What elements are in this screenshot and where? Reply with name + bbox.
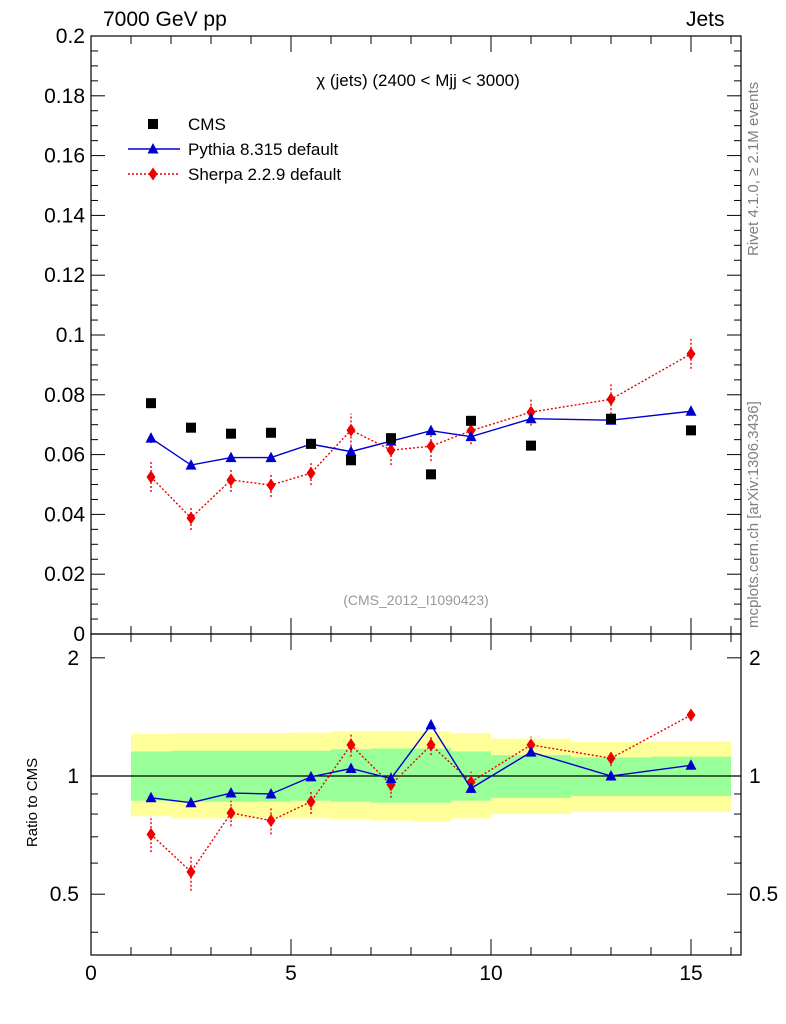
pythia-ratio-point (385, 772, 397, 784)
pythia-point (225, 451, 237, 463)
pythia-point (265, 451, 277, 463)
sherpa-point (266, 478, 276, 492)
y-tick-label: 0.1 (56, 324, 85, 347)
ratio-y-tick-label: 0.5 (50, 883, 79, 906)
legend-pythia-marker (147, 143, 159, 154)
sherpa-ratio-point (266, 814, 276, 828)
sherpa-point (386, 443, 396, 457)
cms-point (606, 413, 616, 424)
pythia-point (685, 405, 697, 416)
legend-cms-label: CMS (188, 115, 226, 134)
pythia-ratio-point (185, 796, 197, 808)
cms-point (426, 469, 436, 480)
legend-pythia-label: Pythia 8.315 default (188, 140, 339, 159)
y-tick-label: 0.04 (44, 503, 85, 526)
cms-point (466, 415, 476, 426)
cms-point (386, 433, 396, 444)
y-tick-label: 0.2 (56, 25, 85, 48)
pythia-point (345, 445, 357, 457)
sherpa-ratio-line (150, 714, 692, 873)
pythia-ratio-point (225, 787, 237, 798)
ratio-y-tick-label: 1 (67, 765, 79, 788)
sherpa-point (346, 423, 356, 437)
ratio-y-tick-label-right: 2 (749, 647, 761, 670)
main-panel: 0 0.02 0.04 0.06 0.08 0.1 0.12 0.14 0.16 0.18 0.2 χ… (44, 25, 742, 646)
sherpa-ratio-point (186, 865, 196, 879)
sherpa-ratio-point (306, 795, 316, 809)
sherpa-ratio-point (426, 738, 436, 752)
pythia-point (525, 412, 537, 424)
legend-cms-marker (148, 119, 158, 129)
header-right: Jets (686, 8, 725, 31)
x-tick-label: 0 (85, 962, 97, 985)
header-left: 7000 GeV pp (103, 8, 227, 31)
ratio-y-tick-label: 2 (67, 647, 79, 670)
y-tick-label: 0.14 (44, 204, 85, 227)
sherpa-point (146, 470, 156, 484)
sherpa-point (526, 405, 536, 419)
pythia-point (185, 459, 197, 470)
cms-point (146, 398, 156, 409)
cms-point (226, 428, 236, 439)
cms-point (686, 425, 696, 436)
y-tick-label: 0.18 (44, 85, 85, 108)
ratio-frame (90, 633, 742, 956)
sherpa-point (606, 392, 616, 406)
ratio-panel: 0 5 10 15 0.5 0.5 1 1 2 2 Ratio to CMS (24, 633, 778, 985)
pythia-ratio-point (265, 787, 277, 799)
cms-point (306, 438, 316, 449)
pythia-ratio-point (345, 762, 357, 774)
chart-title: χ (jets) (2400 < Mjj < 3000) (316, 71, 520, 90)
pythia-ratio-line (150, 723, 692, 804)
y-tick-label: 0.08 (44, 384, 85, 407)
y-tick-label: 0.02 (44, 563, 85, 586)
pythia-ratio-point (305, 770, 317, 782)
sherpa-line (150, 353, 692, 519)
sherpa-point (226, 473, 236, 487)
pythia-point (425, 424, 437, 436)
sherpa-ratio-point (346, 738, 356, 752)
cms-point (346, 455, 356, 466)
sherpa-ratio-point (146, 827, 156, 841)
sherpa-ratio-point (226, 806, 236, 820)
sherpa-point (306, 466, 316, 480)
sherpa-ratio-point (606, 751, 616, 765)
sherpa-ratio-point (686, 708, 696, 722)
y-tick-label: 0.06 (44, 444, 85, 467)
y-tick-label: 0.12 (44, 264, 85, 287)
ratio-y-tick-label-right: 1 (749, 765, 761, 788)
legend-sherpa-marker (148, 167, 158, 181)
y-tick-label: 0 (73, 623, 85, 646)
pythia-point (465, 430, 477, 442)
legend-sherpa-label: Sherpa 2.2.9 default (188, 165, 341, 184)
watermark: (CMS_2012_I1090423) (343, 592, 489, 608)
x-tick-label: 15 (679, 962, 702, 985)
y-tick-label: 0.16 (44, 145, 85, 168)
cms-point (526, 440, 536, 451)
cms-point (186, 422, 196, 433)
pythia-ratio-point (605, 770, 617, 781)
sherpa-point (426, 439, 436, 453)
pythia-ratio-point (425, 718, 437, 730)
pythia-ratio-point (685, 759, 697, 770)
sherpa-ratio-point (526, 738, 536, 752)
ratio-ylabel: Ratio to CMS (24, 758, 41, 847)
cms-point (266, 427, 276, 438)
ratio-y-tick-label-right: 0.5 (749, 883, 778, 906)
x-tick-label: 5 (285, 962, 297, 985)
x-tick-label: 10 (479, 962, 502, 985)
pythia-line (150, 410, 692, 466)
sherpa-point (686, 347, 696, 361)
pythia-point (145, 432, 157, 443)
pythia-ratio-point (525, 746, 537, 757)
pythia-ratio-point (465, 782, 477, 793)
pythia-ratio-point (145, 791, 157, 803)
sherpa-point (186, 511, 196, 525)
